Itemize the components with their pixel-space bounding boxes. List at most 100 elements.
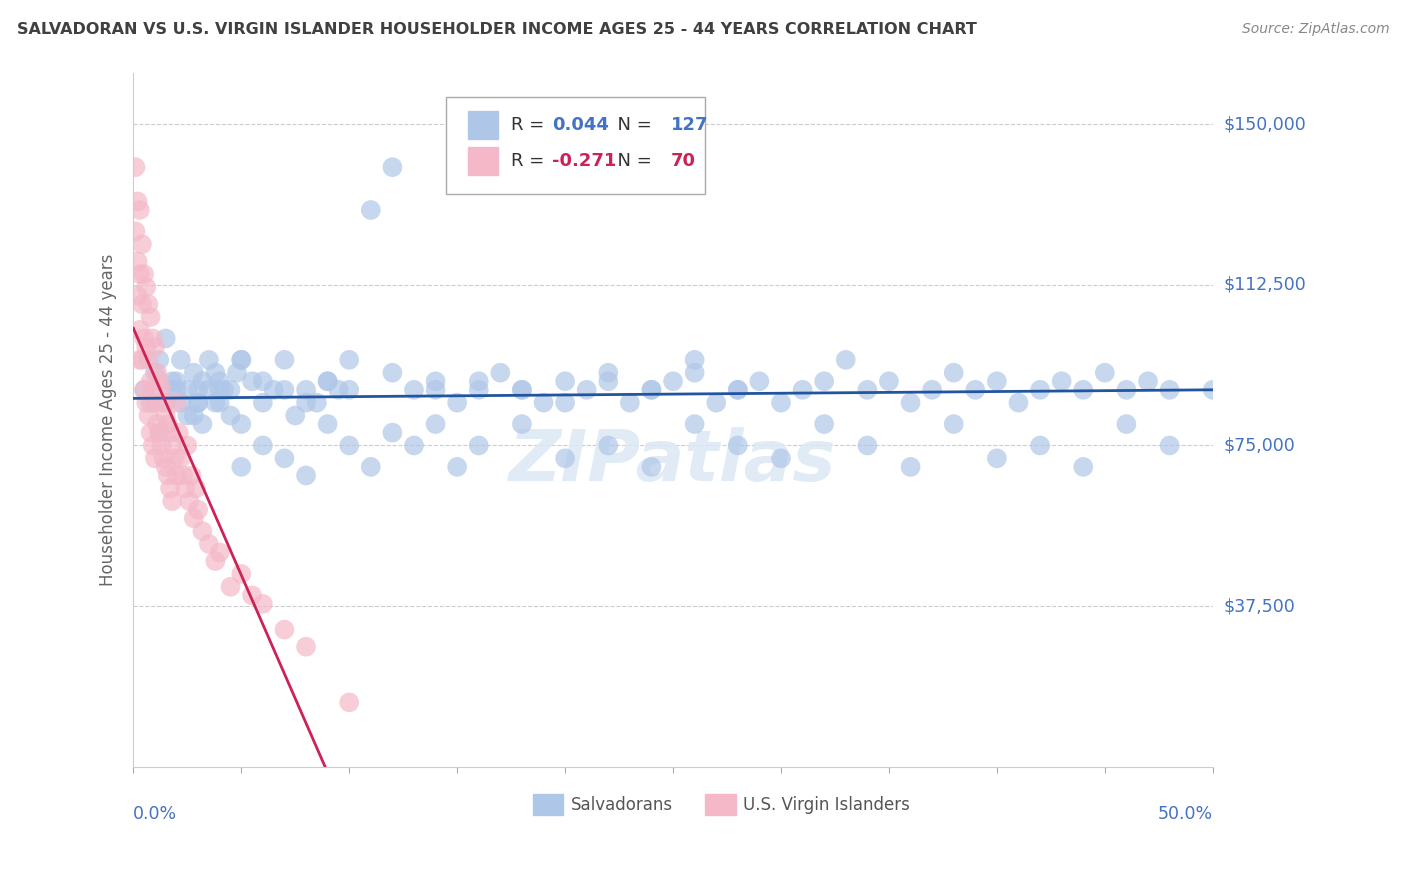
Point bbox=[139, 425, 162, 440]
Point bbox=[142, 331, 165, 345]
Point bbox=[124, 224, 146, 238]
Point bbox=[208, 374, 231, 388]
Point bbox=[219, 580, 242, 594]
Point bbox=[835, 352, 858, 367]
Point bbox=[170, 451, 193, 466]
Point bbox=[143, 340, 166, 354]
Point bbox=[748, 374, 770, 388]
Point bbox=[425, 374, 447, 388]
Point bbox=[263, 383, 285, 397]
Point bbox=[131, 297, 153, 311]
Point bbox=[683, 352, 706, 367]
Point bbox=[252, 374, 274, 388]
Point bbox=[166, 395, 188, 409]
Text: 0.0%: 0.0% bbox=[134, 805, 177, 823]
Point bbox=[156, 417, 179, 431]
Point bbox=[183, 511, 205, 525]
Point bbox=[640, 383, 662, 397]
Text: $112,500: $112,500 bbox=[1223, 276, 1306, 294]
Point bbox=[295, 640, 318, 654]
Point bbox=[1115, 383, 1137, 397]
Point bbox=[155, 331, 177, 345]
Point bbox=[1071, 383, 1094, 397]
Point bbox=[231, 417, 253, 431]
Point bbox=[231, 566, 253, 581]
Point bbox=[986, 374, 1008, 388]
Point bbox=[468, 383, 491, 397]
Point bbox=[166, 468, 188, 483]
Text: Salvadorans: Salvadorans bbox=[571, 796, 672, 814]
Point bbox=[174, 481, 197, 495]
Point bbox=[273, 623, 295, 637]
Point bbox=[148, 425, 170, 440]
Point bbox=[159, 481, 181, 495]
Point bbox=[252, 597, 274, 611]
Point bbox=[598, 366, 620, 380]
Point bbox=[219, 383, 242, 397]
Point bbox=[170, 395, 193, 409]
Point bbox=[172, 468, 194, 483]
Point bbox=[704, 395, 727, 409]
Point bbox=[208, 545, 231, 559]
Text: $150,000: $150,000 bbox=[1223, 115, 1306, 134]
Point bbox=[150, 438, 173, 452]
Point bbox=[425, 383, 447, 397]
Point bbox=[510, 417, 533, 431]
Point bbox=[942, 417, 965, 431]
Point bbox=[1029, 438, 1052, 452]
Point bbox=[176, 383, 198, 397]
Point bbox=[191, 417, 214, 431]
Point bbox=[128, 267, 150, 281]
Point bbox=[425, 417, 447, 431]
Point bbox=[191, 374, 214, 388]
Point bbox=[273, 383, 295, 397]
Point bbox=[231, 352, 253, 367]
Point bbox=[183, 409, 205, 423]
Point bbox=[208, 383, 231, 397]
Point bbox=[160, 494, 183, 508]
Point bbox=[204, 395, 226, 409]
Point bbox=[402, 383, 425, 397]
Point bbox=[619, 395, 641, 409]
Point bbox=[533, 395, 555, 409]
Point bbox=[187, 383, 209, 397]
Point bbox=[146, 366, 169, 380]
Point bbox=[1029, 383, 1052, 397]
Point bbox=[131, 237, 153, 252]
Point bbox=[135, 280, 157, 294]
Point bbox=[554, 395, 576, 409]
Point bbox=[212, 383, 235, 397]
Point bbox=[179, 494, 201, 508]
Point bbox=[198, 383, 221, 397]
Point bbox=[138, 297, 160, 311]
Point bbox=[204, 554, 226, 568]
Point bbox=[135, 340, 157, 354]
Point bbox=[139, 310, 162, 324]
Point bbox=[187, 395, 209, 409]
Text: 127: 127 bbox=[671, 116, 709, 134]
FancyBboxPatch shape bbox=[446, 97, 706, 194]
Point bbox=[143, 395, 166, 409]
Point bbox=[127, 194, 149, 209]
Text: 70: 70 bbox=[671, 152, 696, 170]
Point bbox=[986, 451, 1008, 466]
Point bbox=[1050, 374, 1073, 388]
Point bbox=[813, 417, 835, 431]
Point bbox=[295, 395, 318, 409]
Point bbox=[489, 366, 512, 380]
Point bbox=[792, 383, 814, 397]
Point bbox=[163, 451, 186, 466]
Bar bbox=[706, 795, 735, 815]
Point bbox=[1071, 459, 1094, 474]
Point bbox=[1115, 417, 1137, 431]
Point bbox=[134, 267, 156, 281]
Point bbox=[187, 502, 209, 516]
Point bbox=[273, 451, 295, 466]
Point bbox=[143, 366, 166, 380]
Point bbox=[683, 366, 706, 380]
Point bbox=[219, 409, 242, 423]
Point bbox=[284, 409, 307, 423]
Point bbox=[155, 395, 177, 409]
Point bbox=[152, 395, 174, 409]
Point bbox=[965, 383, 987, 397]
